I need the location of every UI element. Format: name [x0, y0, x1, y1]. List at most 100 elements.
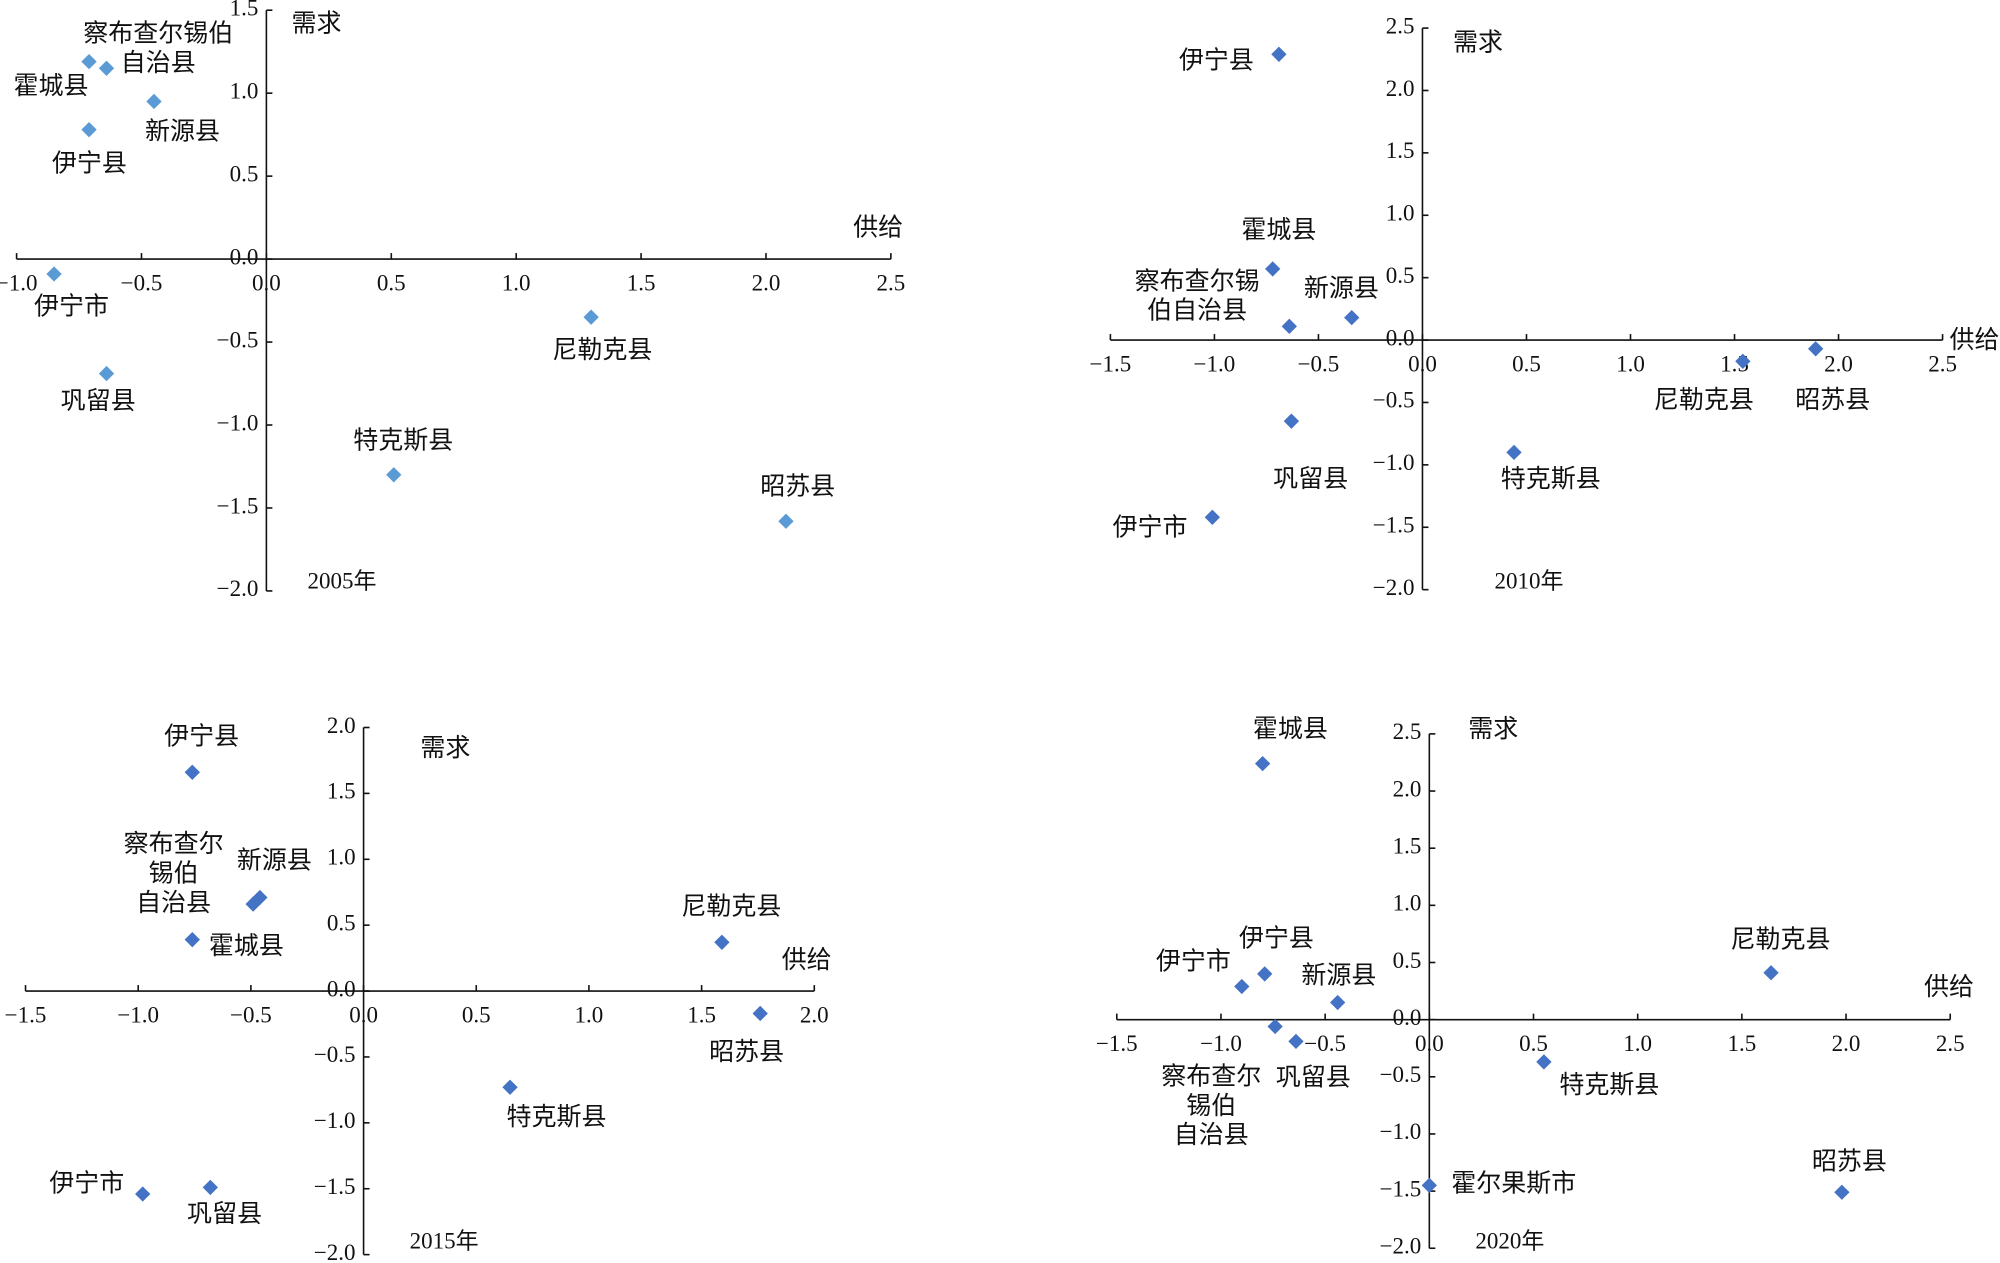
y-tick-label: 0.0: [1393, 1005, 1422, 1030]
scatter-point: [583, 309, 599, 325]
y-tick-label: 1.0: [1386, 201, 1415, 226]
label-line: 察布查尔锡: [1135, 267, 1260, 295]
chart-title: 2020年: [1475, 1228, 1544, 1253]
x-tick-label: −1.0: [117, 1002, 159, 1027]
scatter-point: [146, 93, 162, 110]
scatter-point: [1421, 1177, 1437, 1194]
y-axis-label: 需求: [1453, 28, 1503, 56]
x-tick-label: 0.0: [252, 270, 281, 295]
point-label: 尼勒克县: [1730, 926, 1830, 954]
point-label: 巩留县: [187, 1200, 262, 1228]
y-tick-label: 2.0: [327, 713, 356, 738]
x-tick-label: 0.0: [1415, 1031, 1444, 1056]
point-label: 巩留县: [1273, 465, 1348, 493]
x-tick-label: 0.0: [1408, 351, 1437, 376]
point-label: 察布查尔锡伯自治县: [1135, 267, 1260, 324]
scatter-point: [1283, 413, 1300, 429]
y-axis-label: 需求: [292, 9, 342, 37]
point-label: 霍尔果斯市: [1451, 1169, 1576, 1197]
point-label: 伊宁市: [1112, 513, 1187, 541]
y-axis-label: 需求: [1468, 715, 1518, 743]
scatter-point: [1735, 353, 1751, 369]
x-tick-label: 1.5: [627, 270, 656, 295]
scatter-point: [81, 53, 97, 70]
x-tick-label: 2.5: [1928, 351, 1957, 376]
point-label: 伊宁市: [34, 293, 109, 321]
y-tick-label: −2.0: [1380, 1234, 1422, 1259]
y-tick-label: −2.0: [314, 1240, 356, 1263]
scatter-point: [1257, 966, 1273, 982]
y-tick-label: 0.0: [1386, 325, 1415, 350]
scatter-point: [46, 266, 62, 282]
point-label: 昭苏县: [1795, 386, 1870, 414]
x-tick-label: −0.5: [230, 1002, 272, 1027]
point-label: 新源县: [237, 847, 312, 875]
point-label: 特克斯县: [1501, 465, 1601, 493]
scatter-point: [1265, 261, 1281, 277]
point-label: 伊宁市: [49, 1169, 124, 1197]
x-tick-label: −1.0: [1194, 351, 1236, 376]
point-label: 尼勒克县: [1654, 386, 1754, 414]
point-label: 伊宁县: [164, 723, 239, 751]
y-tick-label: 0.0: [327, 976, 356, 1001]
scatter-point: [1344, 309, 1360, 326]
y-tick-label: 1.5: [1393, 833, 1422, 858]
point-label: 伊宁县: [1239, 924, 1314, 952]
label-line: 察布查尔: [124, 830, 224, 858]
point-label: 昭苏县: [760, 473, 835, 501]
y-tick-label: −1.5: [217, 493, 259, 518]
scatter-point: [502, 1079, 518, 1095]
x-tick-label: −0.5: [1304, 1031, 1346, 1056]
scatter-point: [1288, 1033, 1304, 1050]
point-label: 霍城县: [209, 933, 284, 960]
scatter-point: [1234, 978, 1250, 995]
point-label: 霍城县: [1241, 217, 1316, 244]
x-tick-label: 0.5: [377, 270, 406, 295]
point-label: 伊宁市: [1156, 947, 1231, 975]
point-label: 巩留县: [61, 387, 136, 415]
scatter-point: [81, 122, 97, 138]
point-label: 察布查尔锡伯自治县: [83, 19, 233, 76]
y-tick-label: −0.5: [314, 1042, 356, 1067]
x-tick-label: −0.5: [1298, 351, 1340, 376]
y-tick-label: −0.5: [217, 327, 259, 352]
scatter-point: [1281, 318, 1297, 334]
x-tick-label: 2.0: [1832, 1031, 1861, 1056]
scatter-point: [752, 1005, 768, 1022]
scatter-point: [135, 1186, 151, 1202]
point-label: 伊宁县: [1179, 46, 1254, 74]
y-tick-label: 0.0: [230, 244, 259, 269]
x-tick-label: 0.5: [462, 1002, 491, 1027]
x-tick-label: 1.0: [502, 270, 531, 295]
x-axis-label: 供给: [1924, 973, 1974, 1001]
point-label: 新源县: [1301, 961, 1376, 989]
label-line: 锡伯: [1186, 1092, 1236, 1120]
scatter-point: [98, 365, 115, 382]
y-axis-label: 需求: [420, 734, 470, 762]
x-tick-label: −1.0: [0, 270, 37, 295]
x-tick-label: 0.5: [1519, 1031, 1548, 1056]
point-label: 特克斯县: [1559, 1071, 1659, 1099]
x-axis-label: 供给: [782, 946, 832, 974]
y-tick-label: 1.5: [327, 779, 356, 804]
scatter-point: [1329, 994, 1346, 1011]
y-tick-label: −1.5: [1380, 1176, 1422, 1201]
scatter-point: [778, 513, 794, 529]
x-tick-label: 1.5: [687, 1002, 716, 1027]
point-label: 特克斯县: [353, 427, 453, 455]
y-tick-label: 2.5: [1393, 719, 1422, 744]
x-tick-label: −1.5: [1096, 1031, 1138, 1056]
x-tick-label: −1.0: [1200, 1031, 1242, 1056]
label-line: 自治县: [121, 49, 196, 77]
label-line: 自治县: [136, 889, 211, 917]
x-tick-label: 1.5: [1727, 1031, 1756, 1056]
point-label: 昭苏县: [1812, 1148, 1887, 1176]
point-label: 察布查尔锡伯自治县: [124, 830, 224, 917]
scatter-point: [1763, 965, 1779, 981]
y-tick-label: −2.0: [217, 576, 259, 601]
point-label: 昭苏县: [709, 1038, 784, 1066]
scatter-point: [386, 467, 402, 483]
y-tick-label: −2.0: [1373, 575, 1415, 600]
